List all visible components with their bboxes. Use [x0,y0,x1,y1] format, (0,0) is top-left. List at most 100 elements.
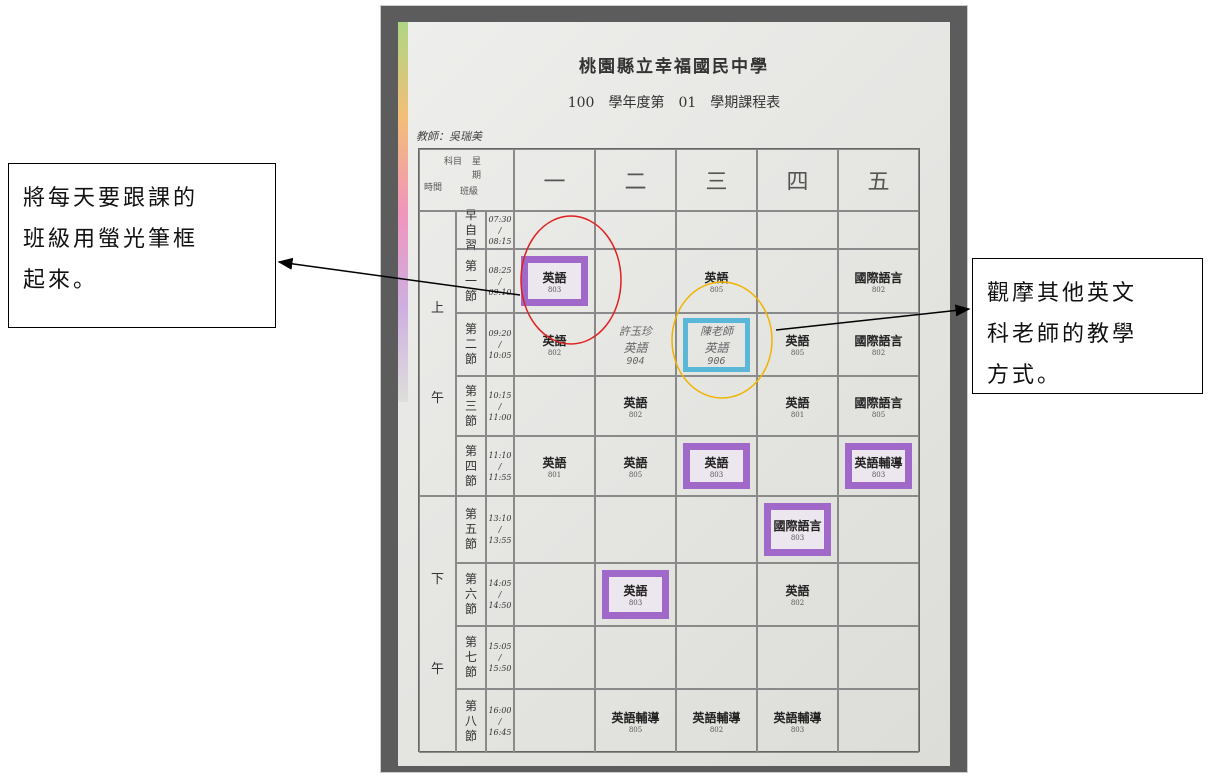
end-time: 14:50 [488,601,512,610]
highlighter-strip [398,22,408,402]
class-number: 802 [871,285,886,294]
subject: 英語輔導 [854,455,903,470]
teacher: 教師：吳瑞美 [416,130,482,143]
callout-line: 起來。 [23,268,99,293]
day-header: 五 [838,149,919,211]
highlight-box: 英語 803 [602,570,669,619]
period-label: 第五節 [465,507,478,551]
time-cell: 16:00/16:45 [486,689,514,753]
class-cell [757,626,838,689]
class-cell [514,376,595,436]
subject: 英語 [623,455,648,470]
subject: 英語輔導 [773,710,822,725]
highlight-box: 英語 803 [521,256,588,306]
class-number: 802 [790,599,805,607]
class-number: 805 [871,410,886,419]
class-cell [595,211,676,249]
highlight-box: 英語 803 [683,443,750,489]
class-number: 802 [628,410,643,419]
time-sep: / [498,401,502,411]
class-number: 802 [871,349,886,357]
period-cell: 第三節 [456,376,486,436]
subject: 英語 [785,584,810,598]
class-cell [838,563,919,626]
period-label: 第七節 [465,635,478,679]
start-time: 14:05 [488,579,512,588]
subject: 英語 [704,455,729,470]
handwritten-note: 陳老師 [700,324,733,338]
subject: 國際語言 [773,519,822,533]
subject: 英語 [785,395,810,410]
class-number: 801 [790,410,805,419]
class-cell: 英語 801 [757,376,838,436]
subject: 國際語言 [854,334,903,348]
period-label: 第二節 [465,322,478,366]
class-cell [595,249,676,313]
corner-label: 期 [472,171,482,181]
day-header: 三 [676,149,757,211]
period-label: 第六節 [465,572,478,616]
class-number: 803 [628,599,643,607]
highlight-box: 英語輔導 803 [845,443,912,489]
callout-line: 觀摩其他英文 [987,281,1138,306]
period-cell: 第五節 [456,496,486,563]
paper: 桃園縣立幸福國民中學 100 學年度第 01 學期課程表 教師：吳瑞美 星期科目… [398,22,950,766]
period-label: 第八節 [465,698,478,743]
class-number: 906 [707,355,726,367]
class-number: 803 [871,470,886,479]
start-time: 10:15 [488,390,512,400]
end-time: 16:45 [488,727,512,737]
callout-line: 將每天要跟課的 [23,186,199,211]
subject: 英語 [542,455,567,470]
corner-label: 星 [472,157,482,167]
class-cell: 英語 802 [514,313,595,376]
class-cell: 英語 803 [595,563,676,626]
start-time: 15:05 [488,642,512,651]
callout-line: 班級用螢光筆框 [23,227,199,252]
end-time: 15:50 [488,664,512,673]
class-number: 801 [547,470,562,479]
class-cell: 許玉珍 英語 904 [595,313,676,376]
period-label: 第一節 [465,258,478,303]
class-cell: 英語 801 [514,436,595,496]
day-header: 一 [514,149,595,211]
time-sep: / [498,716,502,726]
class-cell: 英語 803 [514,249,595,313]
class-cell [757,211,838,249]
start-time: 08:25 [488,265,512,275]
subject: 英語 [623,584,648,598]
end-time: 08:15 [488,236,512,246]
class-number: 805 [628,725,643,734]
class-cell [514,689,595,753]
left-callout: 將每天要跟課的 班級用螢光筆框 起來。 [8,163,276,328]
corner-label: 時間 [424,183,443,193]
class-cell [838,689,919,753]
time-sep: / [498,590,502,599]
class-cell [757,249,838,313]
corner-label: 科目 [444,157,463,167]
class-number: 803 [547,285,562,294]
class-cell: 英語輔導 803 [757,689,838,753]
class-cell: 英語輔導 803 [838,436,919,496]
class-cell [676,563,757,626]
class-cell: 英語 805 [676,249,757,313]
class-cell [676,211,757,249]
subject: 英語 [542,270,567,285]
class-number: 803 [790,534,805,542]
time-sep: / [498,461,502,471]
end-time: 10:05 [488,351,512,360]
class-cell: 英語輔導 805 [595,689,676,753]
highlight-box: 陳老師 英語 906 [683,317,750,372]
period-cell: 第六節 [456,563,486,626]
session-cell: 下午 [419,496,456,753]
session-cell: 上午 [419,211,456,496]
corner-header: 星期科目 班級 時間 [419,149,514,211]
class-number: 805 [628,470,643,479]
class-cell [514,563,595,626]
class-number: 802 [547,349,562,357]
term-title: 100 學年度第 01 學期課程表 [567,95,781,111]
class-number: 803 [709,470,724,479]
class-cell [838,211,919,249]
period-cell: 第四節 [456,436,486,496]
subject: 英語 [623,395,648,410]
